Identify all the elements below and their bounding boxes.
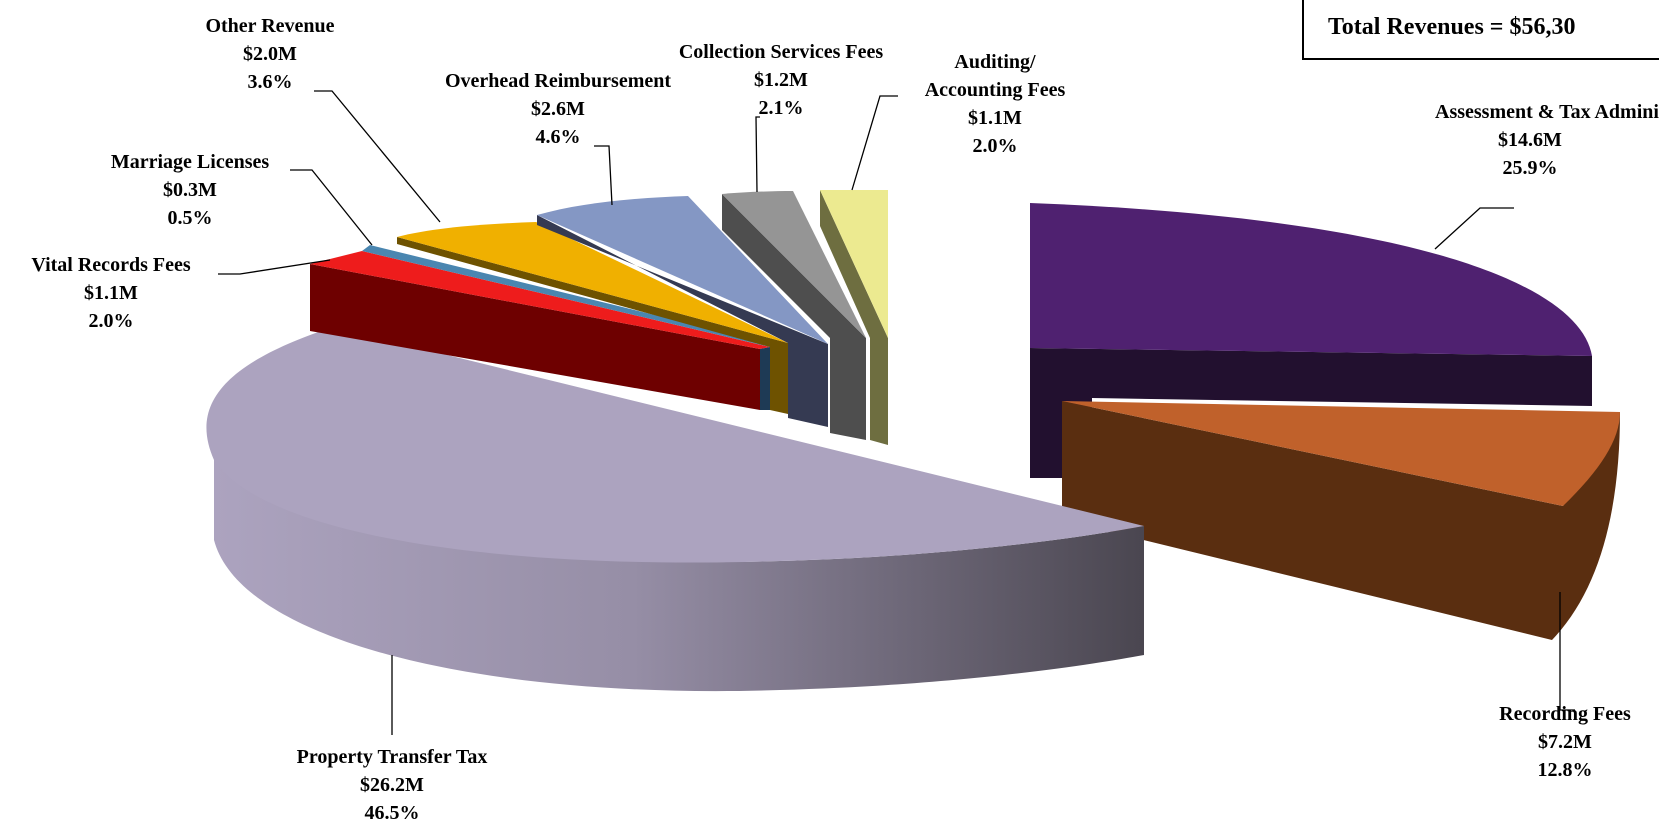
label-auditing-amount: $1.1M [968, 107, 1022, 129]
leader-assessment [1434, 207, 1514, 250]
label-marriage-name: Marriage Licenses [110, 151, 270, 173]
label-ptt-name: Property Transfer Tax [296, 746, 488, 768]
slice-recording-fees [1062, 401, 1620, 640]
slice-other-top [397, 237, 788, 351]
label-ptt-amount: $26.2M [360, 774, 424, 796]
leader-lines [218, 90, 1575, 735]
leader-other [314, 90, 441, 223]
label-marriage-amount: $0.3M [163, 179, 217, 201]
label-overhead-percent: 4.6% [535, 126, 581, 148]
total-revenues-text: Total Revenues = $56,30 [1328, 14, 1576, 40]
label-recording-fees: Recording Fees $7.2M 12.8% [1480, 700, 1650, 784]
slice-collection-side [722, 194, 866, 440]
label-collection-name: Collection Services Fees [678, 41, 884, 63]
label-recording-name: Recording Fees [1499, 703, 1631, 725]
label-recording-percent: 12.8% [1537, 759, 1593, 781]
label-auditing-accounting-fees: Auditing/ Accounting Fees $1.1M 2.0% [895, 48, 1095, 160]
slice-auditing-side [820, 190, 888, 445]
slice-other-side [770, 343, 788, 414]
slice-vital-records-fees [310, 251, 770, 410]
label-auditing-name: Auditing/ Accounting Fees [924, 51, 1066, 101]
label-ptt-percent: 46.5% [364, 802, 420, 824]
leader-collection [755, 116, 760, 193]
label-vital-records-fees: Vital Records Fees $1.1M 2.0% [0, 251, 222, 335]
leader-recording [1559, 592, 1575, 711]
label-overhead-name: Overhead Reimbursement [444, 70, 672, 92]
label-assessment-tax-administration: Assessment & Tax Administration $14.6M 2… [1435, 98, 1659, 182]
slice-ptt-top [206, 327, 1144, 563]
label-other-percent: 3.6% [247, 71, 293, 93]
slice-collection-services-fees [722, 191, 866, 440]
slice-recording-top [1062, 401, 1620, 506]
label-overhead-reimbursement: Overhead Reimbursement $2.6M 4.6% [408, 67, 708, 151]
label-assessment-name: Assessment & Tax Administration [1435, 101, 1659, 123]
slice-recording-side [1062, 401, 1620, 640]
label-auditing-percent: 2.0% [972, 135, 1018, 157]
leader-auditing [851, 95, 898, 191]
slice-overhead-side [537, 215, 828, 427]
label-recording-amount: $7.2M [1538, 731, 1592, 753]
slice-ptt-side [214, 415, 1144, 692]
label-collection-services-fees: Collection Services Fees $1.2M 2.1% [646, 38, 916, 122]
slice-assessment-top [1030, 203, 1592, 356]
slice-marriage-side [760, 347, 770, 410]
slice-assessment-tax-administration [1030, 203, 1592, 478]
slice-overhead-reimbursement [537, 196, 828, 427]
slice-other-top-face [397, 222, 788, 343]
slice-auditing-top [820, 190, 888, 338]
slice-assessment-side [1030, 348, 1592, 478]
slice-overhead-top [537, 196, 828, 344]
label-collection-amount: $1.2M [754, 69, 808, 91]
label-vital-name: Vital Records Fees [31, 254, 191, 276]
total-revenues-box: Total Revenues = $56,30 [1302, 0, 1659, 60]
label-vital-percent: 2.0% [88, 310, 134, 332]
slice-marriage-licenses [362, 245, 777, 410]
slice-auditing-accounting-fees [820, 190, 888, 445]
leader-vital [218, 259, 331, 275]
label-vital-amount: $1.1M [84, 282, 138, 304]
label-other-revenue: Other Revenue $2.0M 3.6% [180, 12, 360, 96]
label-other-amount: $2.0M [243, 43, 297, 65]
label-property-transfer-tax: Property Transfer Tax $26.2M 46.5% [222, 743, 562, 827]
leader-marriage [290, 169, 373, 246]
label-assessment-percent: 25.9% [1502, 157, 1558, 179]
leader-overhead [594, 145, 613, 206]
label-marriage-percent: 0.5% [167, 207, 213, 229]
label-collection-percent: 2.1% [758, 97, 804, 119]
slice-property-transfer-tax [206, 327, 1144, 692]
label-marriage-licenses: Marriage Licenses $0.3M 0.5% [80, 148, 300, 232]
slice-other-revenue [397, 222, 788, 414]
slice-collection-top [722, 191, 866, 338]
label-other-name: Other Revenue [205, 15, 335, 37]
label-assessment-amount: $14.6M [1498, 129, 1562, 151]
slice-marriage-top [362, 245, 777, 347]
label-overhead-amount: $2.6M [531, 98, 585, 120]
slice-vital-top [310, 251, 770, 349]
slice-vital-side [310, 264, 760, 410]
